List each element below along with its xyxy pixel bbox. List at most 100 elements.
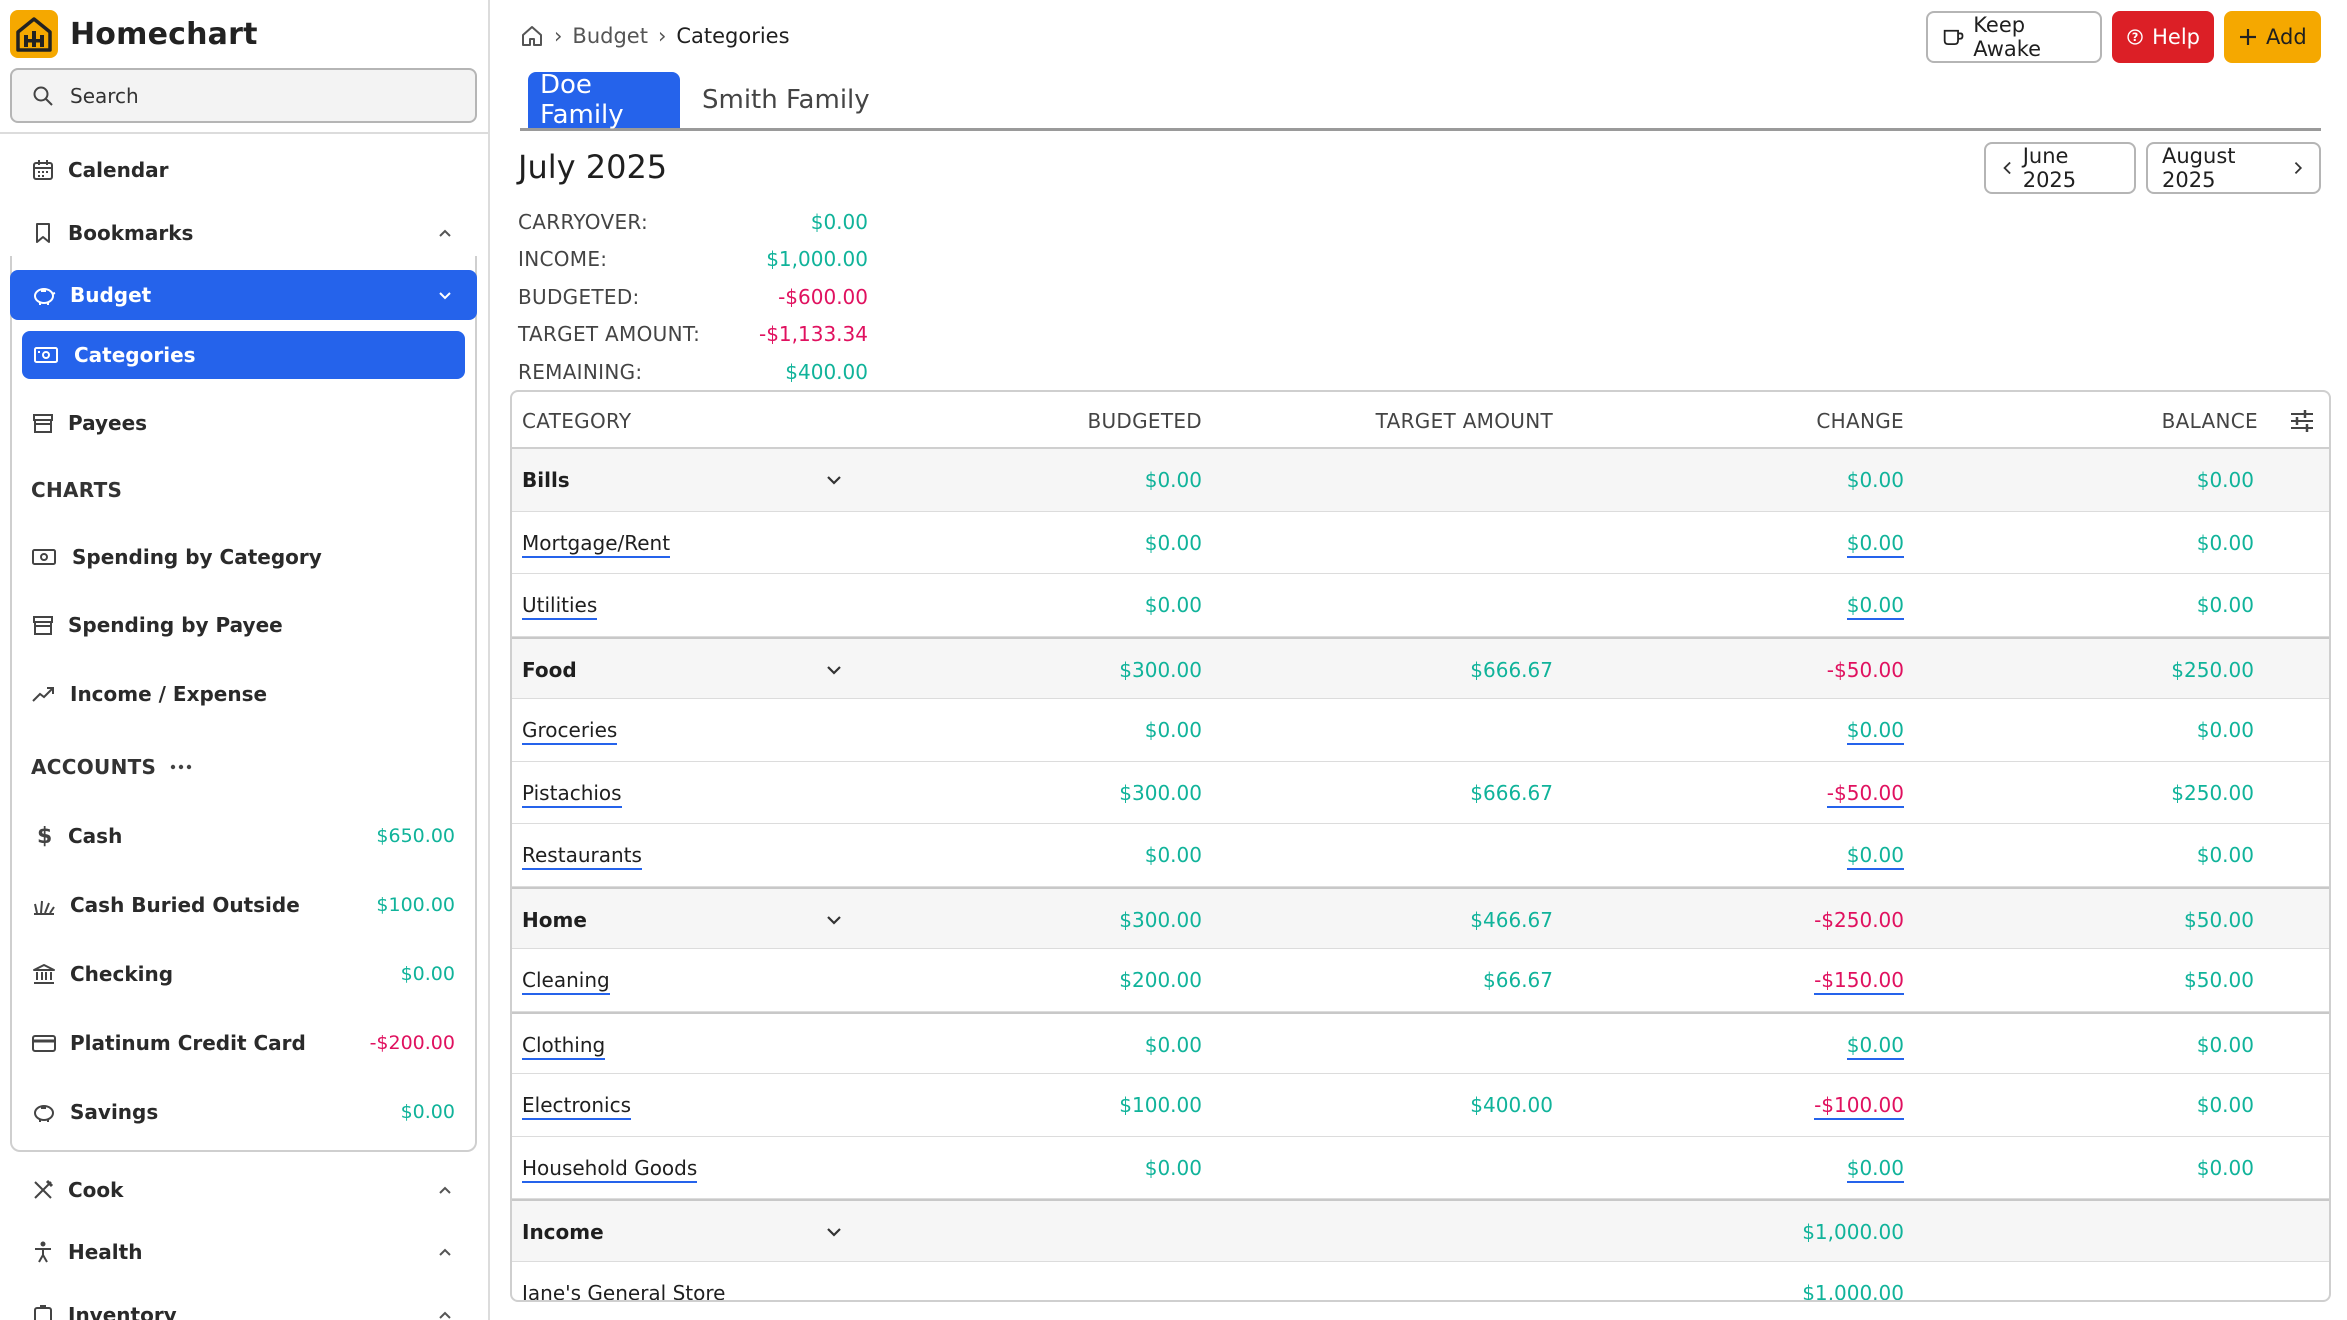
chevron-up-icon[interactable]: [435, 1242, 455, 1262]
change-value[interactable]: -$100.00: [1814, 1093, 1904, 1120]
person-icon: [35, 1241, 51, 1263]
sidebar-item-cook[interactable]: Cook: [10, 1165, 477, 1215]
category-name-link[interactable]: Restaurants: [522, 843, 642, 870]
summary-value: -$1,133.34: [758, 322, 868, 347]
table-row[interactable]: Clothing $0.00 $0.00 $0.00: [512, 1011, 2329, 1074]
tab-doe-family[interactable]: Doe Family: [528, 70, 680, 130]
tab-smith-family[interactable]: Smith Family: [702, 85, 870, 115]
table-row[interactable]: Groceries $0.00 $0.00 $0.00: [512, 699, 2329, 762]
table-row[interactable]: Pistachios $300.00 $666.67 -$50.00 $250.00: [512, 762, 2329, 824]
sidebar-item-spending-by-category[interactable]: Spending by Category: [10, 532, 477, 582]
piggy-bank-icon: [34, 288, 56, 305]
sidebar-item-inventory[interactable]: Inventory: [10, 1290, 477, 1320]
sidebar-item-spending-by-payee[interactable]: Spending by Payee: [10, 600, 477, 650]
table-row[interactable]: Utilities $0.00 $0.00 $0.00: [512, 574, 2329, 637]
brand[interactable]: Homechart: [10, 10, 258, 58]
chevron-down-icon[interactable]: [824, 913, 844, 929]
budgeted-value: $0.00: [1144, 530, 1202, 555]
account-savings[interactable]: Savings $0.00: [10, 1087, 477, 1137]
change-value[interactable]: $0.00: [1846, 593, 1904, 620]
balance-value: $250.00: [2171, 780, 2254, 805]
chevron-down-icon[interactable]: [824, 663, 844, 679]
sidebar-divider: [0, 132, 488, 134]
budget-section-box: [10, 256, 477, 1152]
target-amount-value: $466.67: [1470, 907, 1553, 932]
column-header-change[interactable]: CHANGE: [1816, 409, 1904, 433]
change-value[interactable]: $0.00: [1846, 531, 1904, 558]
add-button[interactable]: Add: [2224, 11, 2321, 63]
chevron-down-icon[interactable]: [824, 473, 844, 489]
sidebar-item-payees[interactable]: Payees: [10, 398, 477, 448]
previous-month-button[interactable]: June 2025: [1984, 142, 2136, 194]
column-header-target-amount[interactable]: TARGET AMOUNT: [1375, 409, 1553, 433]
account-cash-buried-outside[interactable]: Cash Buried Outside $100.00: [10, 880, 477, 930]
coffee-icon: [1943, 29, 1964, 46]
svg-text:?: ?: [2132, 31, 2138, 44]
balance-value: $0.00: [2196, 593, 2254, 617]
help-button[interactable]: ? Help: [2112, 11, 2214, 63]
sidebar-item-calendar[interactable]: Calendar: [10, 145, 477, 195]
column-header-balance[interactable]: BALANCE: [2161, 409, 2258, 433]
change-value[interactable]: -$150.00: [1814, 968, 1904, 995]
table-row[interactable]: Electronics $100.00 $400.00 -$100.00 $0.00: [512, 1074, 2329, 1137]
balance-value: $250.00: [2171, 657, 2254, 682]
sidebar-item-label: Inventory: [68, 1303, 177, 1320]
category-group-row[interactable]: Bills $0.00 $0.00 $0.00: [512, 449, 2329, 512]
column-header-budgeted[interactable]: BUDGETED: [1087, 409, 1202, 433]
account-checking[interactable]: Checking $0.00: [10, 949, 477, 999]
table-row[interactable]: Household Goods $0.00 $0.00 $0.00: [512, 1137, 2329, 1199]
column-settings-icon[interactable]: [2289, 409, 2315, 433]
change-value[interactable]: -$50.00: [1826, 781, 1904, 808]
sidebar-item-categories[interactable]: Categories: [22, 331, 465, 379]
category-name-link[interactable]: Utilities: [522, 593, 598, 620]
category-name-link[interactable]: Groceries: [522, 718, 618, 745]
sidebar-item-bookmarks[interactable]: Bookmarks: [10, 208, 477, 258]
change-value[interactable]: $0.00: [1846, 1033, 1904, 1060]
home-icon[interactable]: [520, 25, 544, 47]
more-horizontal-icon[interactable]: [170, 764, 192, 770]
change-value[interactable]: $0.00: [1846, 843, 1904, 870]
help-icon: ?: [2127, 29, 2143, 45]
category-name-link[interactable]: Pistachios: [522, 781, 622, 808]
budget-summary: CARRYOVER: $0.00 INCOME: $1,000.00 BUDGE…: [518, 203, 868, 391]
help-label: Help: [2152, 25, 2200, 49]
category-group-name: Income: [522, 1220, 604, 1244]
chevron-down-icon[interactable]: [435, 285, 455, 305]
next-month-button[interactable]: August 2025: [2146, 142, 2321, 194]
category-name-link[interactable]: Household Goods: [522, 1156, 698, 1183]
category-name-link[interactable]: Jane's General Store: [522, 1280, 726, 1302]
search-input[interactable]: Search: [10, 68, 477, 123]
category-group-row[interactable]: Food $300.00 $666.67 -$50.00 $250.00: [512, 636, 2329, 699]
table-row[interactable]: Cleaning $200.00 $66.67 -$150.00 $50.00: [512, 949, 2329, 1012]
chevron-up-icon[interactable]: [435, 223, 455, 243]
sidebar-item-budget[interactable]: Budget: [10, 270, 477, 320]
breadcrumb-budget[interactable]: Budget: [572, 24, 648, 48]
category-group-row[interactable]: Home $300.00 $466.67 -$250.00 $50.00: [512, 886, 2329, 949]
chevron-up-icon[interactable]: [435, 1180, 455, 1200]
account-cash[interactable]: $ Cash $650.00: [10, 811, 477, 861]
category-name-link[interactable]: Clothing: [522, 1033, 606, 1060]
sidebar-item-income-expense[interactable]: Income / Expense: [10, 669, 477, 719]
categories-icon: [32, 549, 56, 565]
account-name: Platinum Credit Card: [70, 1031, 306, 1055]
category-group-row[interactable]: Income $1,000.00: [512, 1199, 2329, 1262]
keep-awake-label: Keep Awake: [1973, 13, 2042, 61]
account-platinum-credit-card[interactable]: Platinum Credit Card -$200.00: [10, 1018, 477, 1068]
category-name-link[interactable]: Electronics: [522, 1093, 632, 1120]
change-value: $1,000.00: [1802, 1220, 1904, 1244]
balance-value: $0.00: [2196, 843, 2254, 867]
table-row[interactable]: Mortgage/Rent $0.00 $0.00 $0.00: [512, 512, 2329, 574]
category-name-link[interactable]: Cleaning: [522, 968, 610, 995]
target-amount-value: $666.67: [1470, 780, 1553, 805]
chevron-up-icon[interactable]: [435, 1305, 455, 1320]
chevron-down-icon[interactable]: [824, 1225, 844, 1241]
change-value[interactable]: $0.00: [1846, 718, 1904, 745]
keep-awake-button[interactable]: Keep Awake: [1926, 11, 2102, 63]
budgeted-value: $0.00: [1144, 593, 1202, 617]
sidebar-item-health[interactable]: Health: [10, 1227, 477, 1277]
table-row[interactable]: Jane's General Store $1,000.00: [512, 1262, 2329, 1302]
table-row[interactable]: Restaurants $0.00 $0.00 $0.00: [512, 824, 2329, 887]
change-value[interactable]: $0.00: [1846, 1156, 1904, 1183]
category-name-link[interactable]: Mortgage/Rent: [522, 531, 671, 558]
column-header-category[interactable]: CATEGORY: [522, 409, 632, 433]
